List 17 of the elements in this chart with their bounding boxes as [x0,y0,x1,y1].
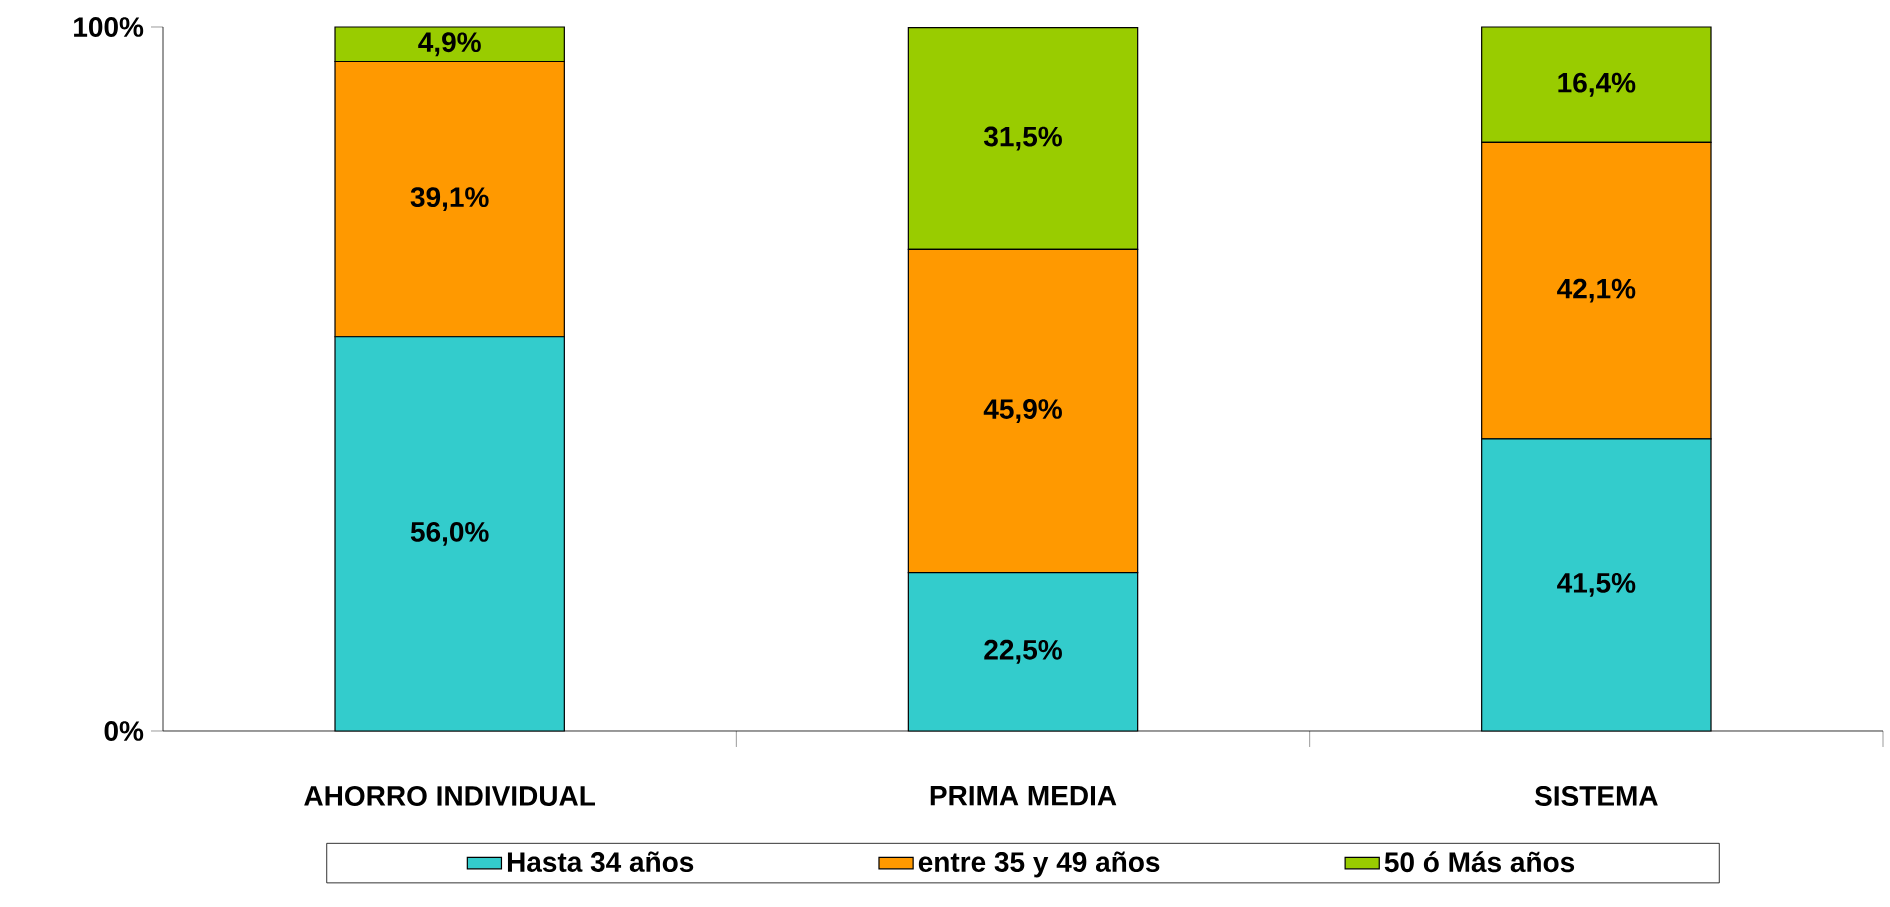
legend-label: 50 ó Más años [1384,851,1575,873]
data-label: 16,4% [1558,72,1636,97]
data-label: 4,9% [418,32,481,57]
x-tick-label: PRIMA MEDIA [930,786,1117,806]
legend-label: entre 35 y 49 años [918,851,1160,878]
data-label: 31,5% [983,126,1062,151]
legend-label: Hasta 34 años [507,851,694,872]
y-tick-label: 0% [104,721,144,741]
data-label: 42,1% [1557,278,1636,303]
data-label: 45,9% [983,399,1062,423]
data-label: 41,5% [1557,573,1636,597]
data-label: 56,0% [410,521,489,546]
data-label: 22,5% [984,639,1062,664]
y-tick-label: 100% [74,17,144,37]
x-tick-label: AHORRO INDIVIDUAL [304,786,595,806]
x-tick-label: SISTEMA [1534,786,1658,806]
data-label: 39,1% [410,187,489,212]
